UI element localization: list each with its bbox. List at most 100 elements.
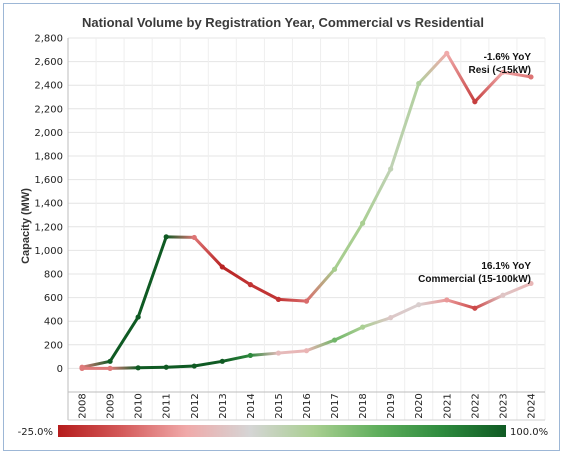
resi-line-segment — [305, 267, 337, 303]
commercial-line-segment — [473, 293, 505, 310]
commercial-data-point — [247, 352, 253, 359]
commercial-data-point — [388, 315, 394, 321]
y-tick-label: 1,200 — [34, 222, 63, 233]
resi-data-point — [444, 50, 450, 56]
resi-data-point — [219, 264, 225, 270]
y-tick-label: 400 — [44, 317, 63, 328]
commercial-line-segment — [445, 298, 477, 310]
commercial-data-point — [472, 305, 478, 311]
commercial-data-point — [416, 302, 422, 308]
resi-data-point — [331, 266, 338, 272]
commercial-data-point — [163, 364, 169, 370]
resi-line-segment — [501, 70, 533, 79]
commercial-data-point — [191, 363, 197, 369]
resi-yoy-label: -1.6% YoY — [484, 52, 532, 63]
y-tick-label: 1,000 — [34, 246, 63, 257]
y-tick-label: 600 — [44, 293, 63, 304]
resi-data-point — [388, 166, 394, 172]
commercial-data-point — [500, 292, 506, 298]
y-tick-label: 200 — [44, 340, 63, 351]
x-tick-label: 2013 — [218, 393, 229, 418]
y-tick-label: 1,800 — [34, 152, 63, 163]
grid-layer — [67, 37, 546, 420]
y-tick-label: 2,000 — [34, 128, 63, 139]
x-tick-label: 2014 — [246, 393, 257, 418]
y-tick-label: 2,400 — [34, 81, 63, 92]
commercial-data-point — [219, 358, 225, 364]
commercial-annotation: 16.1% YoY Commercial (15-100kW) — [418, 261, 531, 285]
color-legend: -25.0% 100.0% — [18, 425, 548, 438]
resi-data-point — [247, 282, 253, 288]
resi-line-segment — [473, 70, 505, 104]
color-legend-min-label: -25.0% — [18, 427, 53, 438]
resi-data-point — [135, 314, 141, 320]
resi-line-segment — [80, 359, 112, 369]
commercial-data-point — [107, 365, 113, 371]
resi-data-point — [191, 234, 197, 241]
x-tick-label: 2019 — [386, 393, 397, 418]
commercial-line-segment — [389, 303, 421, 320]
x-tick-label: 2024 — [526, 393, 537, 418]
resi-data-point — [416, 80, 422, 87]
resi-line-segment — [108, 315, 140, 363]
x-tick-label: 2020 — [414, 393, 425, 418]
resi-data-point — [107, 358, 113, 364]
commercial-line-segment — [501, 281, 533, 297]
commercial-data-point — [444, 297, 450, 303]
x-tick-label: 2011 — [162, 393, 173, 418]
resi-line-segment — [333, 221, 365, 271]
commercial-line-segment — [417, 298, 449, 307]
x-tick-label: 2022 — [470, 393, 481, 418]
x-tick-label: 2021 — [442, 393, 453, 418]
x-tick-label: 2023 — [498, 393, 509, 418]
commercial-line-segment — [305, 338, 337, 353]
commercial-line-segment — [276, 349, 308, 355]
x-tick-label: 2018 — [358, 393, 369, 418]
resi-series-label: Resi (<15kW) — [468, 65, 531, 76]
color-legend-bar — [58, 425, 506, 437]
resi-line-segment — [192, 235, 224, 269]
resi-line-segment — [220, 265, 252, 287]
resi-line-segment — [417, 51, 449, 85]
point-layer — [79, 50, 534, 371]
commercial-yoy-label: 16.1% YoY — [481, 261, 531, 272]
resi-data-point — [500, 69, 506, 75]
resi-line-segment — [445, 51, 477, 104]
commercial-line-segment — [136, 365, 168, 370]
commercial-data-point — [79, 365, 85, 371]
y-tick-label: 2,800 — [34, 34, 63, 45]
resi-line-segment — [276, 297, 308, 303]
resi-line-segment — [361, 167, 393, 225]
y-tick-label: 800 — [44, 270, 63, 281]
chart-title: National Volume by Registration Year, Co… — [82, 15, 484, 30]
resi-data-point — [472, 99, 478, 105]
commercial-data-point — [135, 365, 141, 371]
commercial-line-segment — [361, 316, 393, 329]
y-axis-label: Capacity (MW) — [20, 188, 32, 264]
commercial-line-segment — [220, 353, 252, 363]
resi-line-segment — [248, 283, 280, 301]
x-tick-label: 2016 — [302, 393, 313, 418]
x-tick-label: 2012 — [190, 393, 201, 418]
resi-line-segment — [389, 81, 421, 171]
commercial-data-point — [275, 350, 282, 356]
y-tick-label: 1,400 — [34, 199, 63, 210]
y-tick-label: 1,600 — [34, 175, 63, 186]
commercial-line-segment — [192, 359, 224, 368]
commercial-data-point — [331, 337, 338, 343]
y-tick-label: 2,200 — [34, 104, 63, 115]
commercial-data-point — [528, 280, 534, 287]
commercial-line-segment — [164, 364, 196, 369]
commercial-line-segment — [333, 325, 365, 342]
x-tick-label: 2009 — [106, 393, 117, 418]
x-tick-label: 2015 — [274, 393, 285, 418]
resi-data-point — [163, 234, 169, 240]
resi-line-segment — [164, 235, 196, 239]
commercial-data-point — [360, 324, 366, 330]
commercial-line-segment — [108, 366, 140, 370]
x-tick-label: 2010 — [134, 393, 145, 418]
axis-layer: 0 200 400 600 800 1,000 1,200 1,400 1,600 1,800 2,… — [34, 34, 545, 421]
x-tick-label: 2008 — [78, 393, 89, 418]
resi-annotation: -1.6% YoY Resi (<15kW) — [468, 52, 531, 76]
